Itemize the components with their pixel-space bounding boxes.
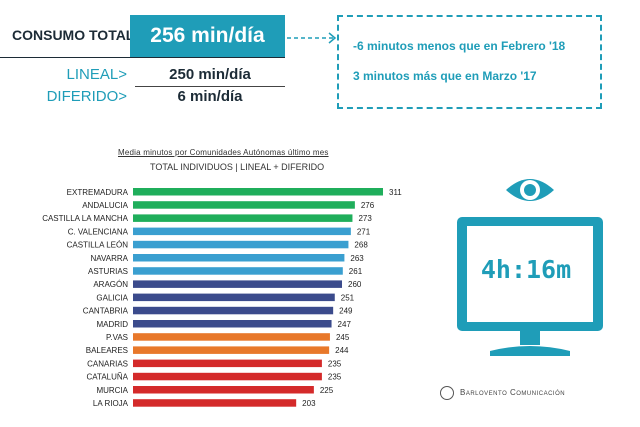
value-label: 245 [336,333,350,342]
category-label: CASTILLA LEÓN [67,241,129,250]
diferido-label: DIFERIDO> [46,88,127,105]
value-label: 244 [335,346,349,355]
bar [133,372,322,381]
value-label: 225 [320,386,334,395]
value-label: 263 [350,254,364,263]
bar [133,346,330,354]
category-label: C. VALENCIANA [68,227,129,236]
bar [133,333,330,341]
comparison-line-february: -6 minutos menos que en Febrero '18 [353,39,566,53]
category-label: CANTABRIA [83,307,129,316]
value-label: 260 [348,280,362,289]
brand-name: Barlovento Comunicación [460,388,566,397]
category-label: EXTREMADURA [67,188,129,197]
value-label: 311 [389,188,402,197]
bar [133,399,297,407]
category-label: GALICIA [96,293,128,302]
summary-label: CONSUMO TOTAL [12,27,135,43]
bar [133,280,343,288]
tv-duration-text: 4h:16m [480,255,572,284]
value-label: 203 [302,399,316,408]
category-label: ASTURIAS [88,267,128,276]
category-label: MURCIA [96,386,128,395]
bar [133,254,345,262]
value-label: 235 [328,359,342,368]
lineal-label: LINEAL> [66,66,127,83]
diferido-value: 6 min/día [177,88,243,105]
total-consumption-value: 256 min/día [130,15,285,57]
brand-logo-icon [440,386,454,400]
category-label: CANARIAS [87,359,128,368]
bar [133,320,332,328]
value-label: 276 [361,201,375,210]
chart-title: Media minutos por Comunidades Autónomas … [118,148,329,157]
bar [133,386,314,394]
rows-divider [135,86,285,87]
bar [133,306,334,315]
category-label: ARAGÓN [93,280,128,289]
bar [133,240,349,249]
value-label: 273 [358,214,372,223]
bar [133,359,322,368]
category-label: P.VAS [106,333,128,342]
category-label: CASTILLA LA MANCHA [42,214,128,223]
monitor-icon [457,179,603,356]
bar-chart: EXTREMADURA 311 ANDALUCIA 276 CASTILLA LA MA… [42,188,402,408]
category-label: LA RIOJA [93,399,129,408]
value-label: 235 [328,373,342,382]
comparison-box: -6 minutos menos que en Febrero '18 3 mi… [337,15,602,109]
bar [133,214,353,222]
value-label: 247 [338,320,352,329]
category-label: ANDALUCIA [82,201,128,210]
summary-divider [0,57,285,58]
bar [133,201,355,209]
value-label: 268 [354,241,368,250]
value-label: 261 [349,267,363,276]
category-label: CATALUÑA [87,373,129,382]
bar [133,267,343,275]
chart-subtitle: TOTAL INDIVIDUOS | LINEAL + DIFERIDO [150,162,325,172]
eye-icon [506,179,554,201]
value-label: 249 [339,307,353,316]
category-label: MADRID [96,320,128,329]
value-label: 271 [357,227,371,236]
value-label: 251 [341,293,355,302]
bar [133,188,383,196]
category-label: BALEARES [86,346,128,355]
comparison-line-march: 3 minutos más que en Marzo '17 [353,69,537,83]
category-label: NAVARRA [91,254,129,263]
bar [133,293,335,302]
dashed-arrow-icon [287,32,337,44]
lineal-value: 250 min/día [169,66,251,83]
bar [133,227,351,236]
